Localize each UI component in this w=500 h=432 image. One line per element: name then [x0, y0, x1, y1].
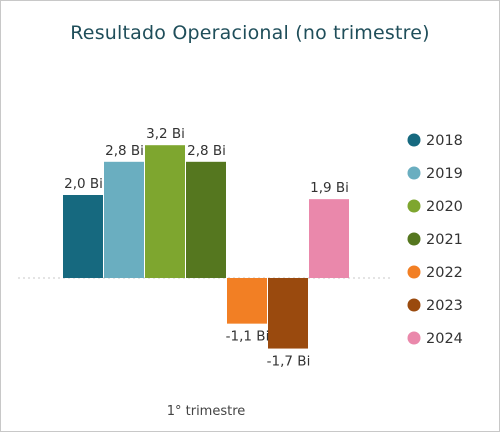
- data-label-2019: 2,8 Bi: [105, 143, 144, 159]
- legend-marker-2020[interactable]: [407, 199, 421, 213]
- data-label-2023: -1,7 Bi: [267, 354, 311, 370]
- bar-2023[interactable]: [268, 278, 308, 349]
- data-labels-group: 2,0 Bi 2,8 Bi3,2 Bi2,8 Bi -1,1 Bi -1,7 Bi 1,…: [64, 126, 349, 369]
- bars-group: [63, 145, 349, 349]
- bar-2018[interactable]: [63, 195, 103, 278]
- legend-marker-2018[interactable]: [407, 133, 421, 147]
- data-label-2020: 3,2 Bi: [146, 126, 185, 142]
- chart-title: Resultado Operacional (no trimestre): [70, 22, 430, 44]
- bar-2024[interactable]: [309, 199, 349, 278]
- legend-label-2020[interactable]: 2020: [426, 199, 463, 215]
- x-axis-category-label: 1° trimestre: [167, 404, 246, 419]
- legend-label-2021[interactable]: 2021: [426, 232, 463, 248]
- data-label-2018: 2,0 Bi: [64, 176, 103, 192]
- legend-marker-2022[interactable]: [407, 265, 421, 279]
- data-label-2022: -1,1 Bi: [226, 329, 270, 345]
- bar-2019[interactable]: [104, 161, 144, 278]
- legend-marker-2019[interactable]: [407, 166, 421, 180]
- legend[interactable]: 2018 2019 2020 2021 2022 2023 2024: [407, 133, 463, 347]
- legend-marker-2021[interactable]: [407, 232, 421, 246]
- legend-label-2022[interactable]: 2022: [426, 265, 463, 281]
- bar-2022[interactable]: [227, 278, 267, 324]
- data-label-2021: 2,8 Bi: [187, 143, 226, 159]
- legend-marker-2024[interactable]: [407, 331, 421, 345]
- legend-label-2024[interactable]: 2024: [426, 331, 463, 347]
- legend-marker-2023[interactable]: [407, 298, 421, 312]
- legend-label-2023[interactable]: 2023: [426, 298, 463, 314]
- bar-2021[interactable]: [186, 161, 226, 278]
- bar-2020[interactable]: [145, 145, 185, 278]
- legend-label-2018[interactable]: 2018: [426, 133, 463, 149]
- legend-label-2019[interactable]: 2019: [426, 166, 463, 182]
- data-label-2024: 1,9 Bi: [310, 180, 349, 196]
